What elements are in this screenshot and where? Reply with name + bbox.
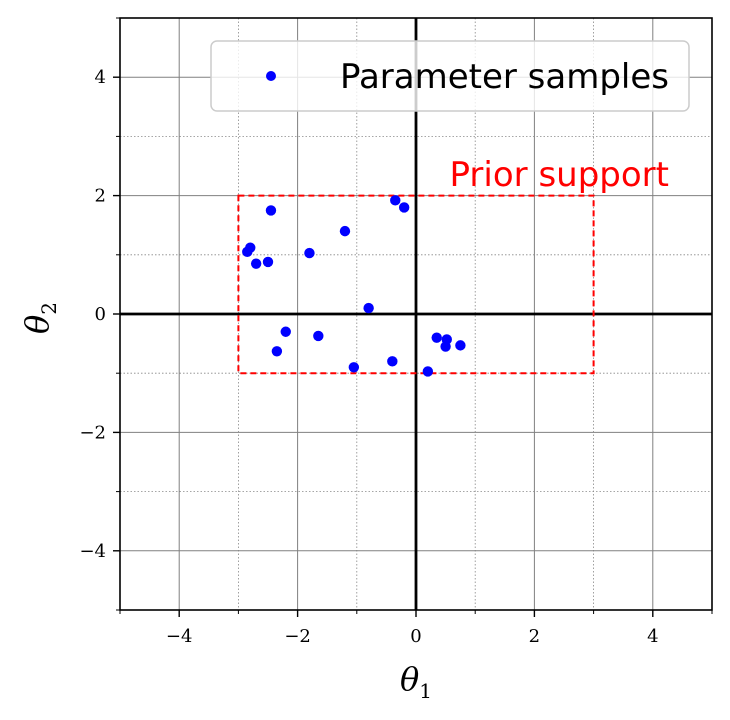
axis-ticks bbox=[113, 17, 713, 617]
data-point bbox=[455, 340, 466, 351]
data-point bbox=[348, 362, 360, 373]
data-points bbox=[242, 195, 466, 377]
y-tick-label: 0 bbox=[95, 304, 106, 325]
y-tick-label: 2 bbox=[95, 186, 106, 207]
data-point bbox=[265, 205, 277, 216]
data-point bbox=[304, 247, 315, 259]
data-point bbox=[363, 302, 374, 314]
data-point bbox=[431, 332, 442, 343]
prior-support-region bbox=[237, 194, 595, 375]
data-point bbox=[422, 366, 434, 377]
x-axis-label: θ1 bbox=[400, 660, 432, 703]
y-tick-label: −4 bbox=[79, 541, 106, 562]
data-point bbox=[339, 225, 351, 237]
x-tick-label: 0 bbox=[410, 626, 421, 647]
legend-box bbox=[210, 40, 690, 112]
data-point bbox=[242, 246, 253, 258]
x-axis-label-base: θ bbox=[400, 660, 419, 698]
data-point bbox=[387, 356, 398, 367]
prior-support-box bbox=[237, 194, 595, 375]
y-axis-label-subscript: 2 bbox=[37, 302, 61, 315]
y-axis-label-base: θ bbox=[18, 315, 56, 334]
legend: Parameter samples bbox=[210, 40, 690, 112]
x-tick-label: −4 bbox=[166, 626, 193, 647]
data-point bbox=[398, 202, 410, 213]
y-tick-label: 4 bbox=[95, 67, 106, 88]
x-tick-label: −2 bbox=[284, 626, 311, 647]
data-point bbox=[440, 341, 451, 352]
zero-axis-lines bbox=[120, 18, 712, 610]
x-tick-label: 4 bbox=[647, 626, 658, 647]
tick-labels: −4 −2 0 2 4 −4 −2 0 2 4 bbox=[79, 67, 658, 647]
data-point bbox=[390, 195, 401, 206]
data-point bbox=[280, 326, 291, 337]
y-tick-label: −2 bbox=[79, 422, 106, 443]
legend-label: Parameter samples bbox=[340, 57, 669, 97]
y-axis-label: θ2 bbox=[18, 302, 61, 334]
data-point bbox=[262, 256, 274, 268]
legend-marker bbox=[266, 71, 276, 81]
x-axis-label-subscript: 1 bbox=[419, 679, 432, 703]
x-tick-label: 2 bbox=[529, 626, 540, 647]
data-point bbox=[250, 258, 262, 269]
data-point bbox=[271, 346, 283, 357]
data-point bbox=[313, 330, 324, 342]
prior-support-label: Prior support bbox=[450, 155, 669, 195]
